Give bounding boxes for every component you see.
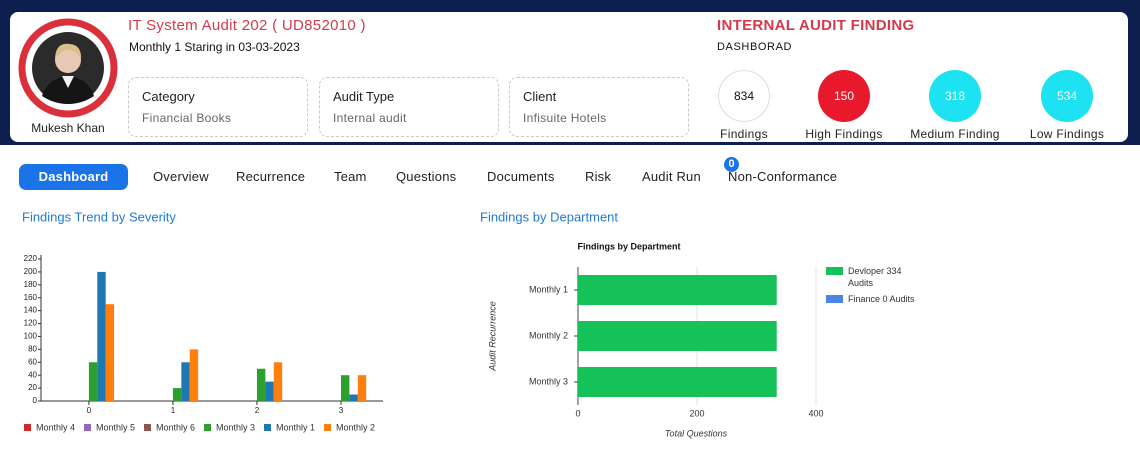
bar xyxy=(265,381,274,401)
x-tick-label: 1 xyxy=(171,406,176,415)
tab[interactable]: Risk xyxy=(585,169,612,184)
legend-label: Monthly 2 xyxy=(336,422,375,432)
bar xyxy=(189,349,199,401)
info-card: Client Infisuite Hotels xyxy=(509,77,689,137)
info-label: Audit Type xyxy=(333,89,395,104)
y-tick-label: 220 xyxy=(24,254,38,263)
legend: Devloper 334 Audits Finance 0 Audits xyxy=(826,265,921,309)
legend-label: Monthly 1 xyxy=(276,422,315,432)
y-tick-label: 140 xyxy=(24,306,38,315)
legend-swatch xyxy=(826,267,843,275)
user-name: Mukesh Khan xyxy=(31,121,105,135)
y-tick-label: Monthly 1 xyxy=(529,284,568,294)
x-tick-label: 200 xyxy=(689,408,704,418)
stat-label: Low Findings xyxy=(1029,127,1105,141)
info-value: Infisuite Hotels xyxy=(523,111,607,125)
x-tick-label: 3 xyxy=(339,406,344,415)
legend-swatch xyxy=(84,424,91,431)
stat-label: High Findings xyxy=(805,127,883,141)
x-tick-label: 400 xyxy=(808,408,823,418)
bar xyxy=(181,362,190,401)
x-tick-label: 0 xyxy=(87,406,92,415)
section-heading: Findings Trend by Severity xyxy=(22,209,176,224)
y-tick-label: 20 xyxy=(28,383,37,392)
stat-circle: 534 xyxy=(1041,70,1093,122)
summary-subtitle: DASHBORAD xyxy=(717,41,793,53)
y-tick-label: 180 xyxy=(24,280,38,289)
y-tick-label: 200 xyxy=(24,267,38,276)
y-tick-label: 160 xyxy=(24,293,38,302)
tab[interactable]: Audit Run xyxy=(642,169,701,184)
info-label: Client xyxy=(523,89,557,104)
legend-label: Monthly 4 xyxy=(36,422,75,432)
tab[interactable]: Overview xyxy=(153,169,209,184)
legend-label: Devloper 334 Audits xyxy=(848,266,902,288)
bar xyxy=(357,375,367,401)
y-tick-label: Monthly 3 xyxy=(529,376,568,386)
legend-label: Monthly 5 xyxy=(96,422,135,432)
audit-subtitle: Monthly 1 Staring in 03-03-2023 xyxy=(129,40,300,54)
tab[interactable]: Dashboard xyxy=(38,169,109,184)
tab[interactable]: Questions xyxy=(396,169,457,184)
legend-label: Monthly 6 xyxy=(156,422,195,432)
y-tick-label: 40 xyxy=(28,370,37,379)
x-tick-label: 2 xyxy=(255,406,260,415)
y-tick-label: 60 xyxy=(28,357,37,366)
stat-label: Medium Finding xyxy=(910,127,1000,141)
bar xyxy=(105,304,115,401)
legend-swatch xyxy=(144,424,151,431)
summary-title: INTERNAL AUDIT FINDING xyxy=(717,17,915,34)
legend-label: Finance 0 Audits xyxy=(848,294,915,304)
y-tick-label: 0 xyxy=(33,396,38,405)
info-card: Category Financial Books xyxy=(128,77,308,137)
legend-swatch xyxy=(264,424,271,431)
legend-swatch xyxy=(826,295,843,303)
avatar xyxy=(18,18,118,118)
section-heading: Findings by Department xyxy=(480,209,618,224)
info-card: Audit Type Internal audit xyxy=(319,77,499,137)
bar xyxy=(273,362,283,401)
legend-item: Finance 0 Audits xyxy=(826,293,921,305)
bar xyxy=(172,388,182,401)
legend-item: Devloper 334 Audits xyxy=(826,265,921,289)
chart-title: Findings by Department xyxy=(577,241,680,251)
y-tick-label: 120 xyxy=(24,319,38,328)
stat-label: Findings xyxy=(720,127,768,141)
bar xyxy=(349,394,358,401)
bar xyxy=(578,275,777,305)
info-label: Category xyxy=(142,89,195,104)
audit-title: IT System Audit 202 ( UD852010 ) xyxy=(128,17,366,34)
tab-badge: 0 xyxy=(724,157,739,172)
stat-circle: 150 xyxy=(818,70,870,122)
tab[interactable]: Non-Conformance xyxy=(728,169,838,184)
legend-swatch xyxy=(204,424,211,431)
tab[interactable]: Recurrence xyxy=(236,169,306,184)
y-axis-label: Audit Recurrence xyxy=(487,301,497,372)
bar xyxy=(97,271,106,401)
bar xyxy=(256,368,266,401)
stat-circle: 834 xyxy=(718,70,770,122)
y-tick-label: 80 xyxy=(28,344,37,353)
legend-label: Monthly 3 xyxy=(216,422,255,432)
tab[interactable]: Documents xyxy=(487,169,555,184)
y-tick-label: Monthly 2 xyxy=(529,330,568,340)
bar xyxy=(578,321,777,351)
bar xyxy=(340,375,350,401)
info-value: Financial Books xyxy=(142,111,232,125)
x-tick-label: 0 xyxy=(575,408,580,418)
tab[interactable]: Team xyxy=(334,169,367,184)
bar xyxy=(88,362,98,401)
legend-swatch xyxy=(24,424,31,431)
info-value: Internal audit xyxy=(333,111,407,125)
active-tab-pill[interactable] xyxy=(19,164,128,190)
x-axis-label: Total Questions xyxy=(665,428,728,438)
legend-swatch xyxy=(324,424,331,431)
bar xyxy=(578,367,777,397)
y-tick-label: 100 xyxy=(24,332,38,341)
stat-circle: 318 xyxy=(929,70,981,122)
